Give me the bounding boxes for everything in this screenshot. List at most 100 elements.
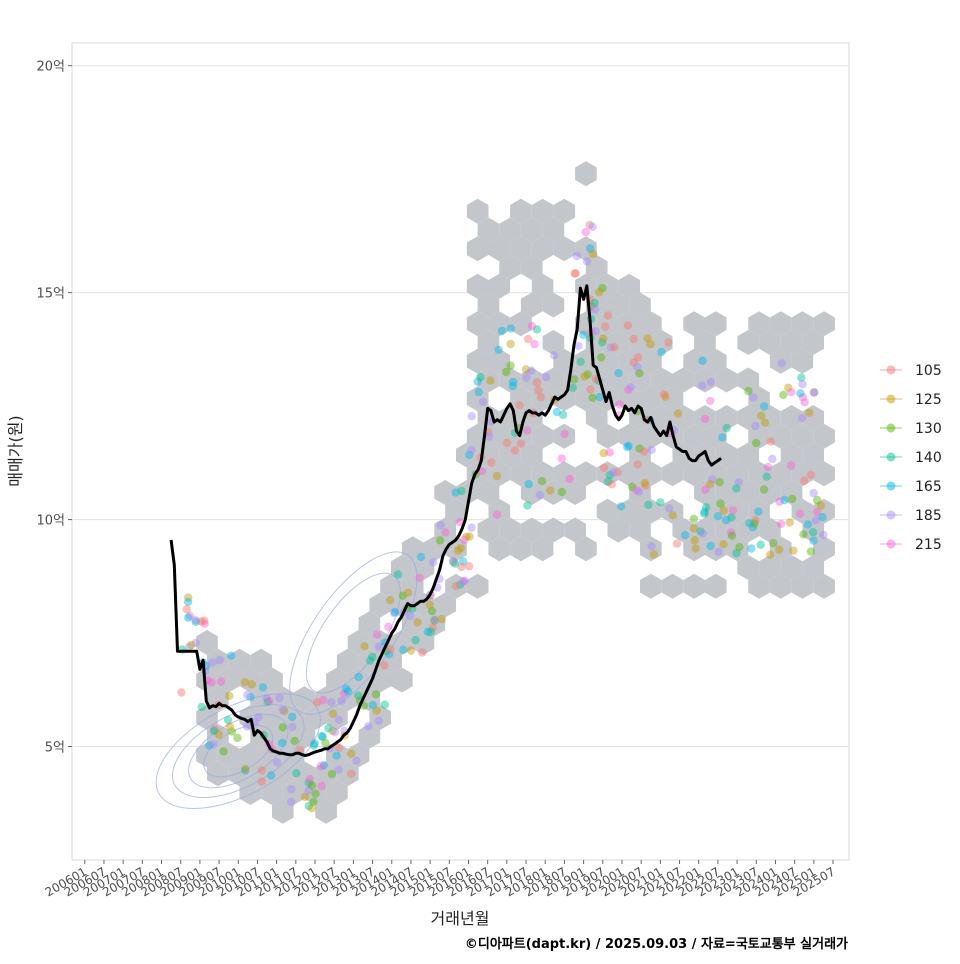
hexbin-tile [553,461,576,487]
scatter-point [640,479,649,488]
scatter-point [552,407,562,417]
scatter-point [200,619,209,628]
scatter-point [462,532,471,542]
hexbin-tile [575,461,597,487]
scatter-point [316,761,325,771]
hexbin-tile [196,630,218,655]
scatter-point [310,739,319,748]
hexbin-tile [596,423,619,449]
hexbin-tile [391,667,413,693]
scatter-point [405,611,415,621]
scatter-point [806,470,816,480]
scatter-point [784,383,793,392]
scatter-point [257,777,266,786]
scatter-point [596,353,606,362]
scatter-point [184,593,193,602]
scatter-point [705,480,715,489]
scatter-point [427,606,437,616]
scatter-point [309,741,319,750]
hexbin-tile [705,498,727,524]
scatter-point [524,480,533,489]
scatter-point [727,513,736,522]
hexbin-tile [640,573,662,599]
scatter-point [796,389,805,398]
hexbin-tile [434,592,456,618]
scatter-point [318,732,327,741]
scatter-point [227,727,237,736]
scatter-point [415,573,424,582]
hexbin-tile [780,330,803,355]
scatter-point [374,716,383,725]
scatter-point [459,557,468,566]
scatter-point [542,373,551,382]
scatter-point [629,358,638,367]
scatter-point [646,340,655,349]
hexbin-tile [499,517,521,543]
legend-item-165: 165 [880,479,942,495]
scatter-point [390,608,399,618]
hexbin-tile [629,292,651,318]
scatter-point [535,490,545,500]
scatter-point [460,576,469,585]
hexbin-tile [250,761,272,787]
hexbin-tile [596,461,619,487]
hexbin-tile [477,292,500,318]
hexbin-tile [683,348,705,374]
scatter-point [570,269,579,278]
scatter-point [582,257,592,266]
scatter-point [380,700,389,709]
scatter-point [806,547,816,556]
hexbin-tile [715,517,738,543]
legend-key-dot [886,452,896,462]
hexbin-tile [217,742,240,768]
scatter-point [633,362,642,372]
hexbin-tile [293,761,316,787]
scatter-point [343,687,353,696]
scatter-point [601,322,610,331]
scatter-point [819,530,828,540]
hexbin-tile [705,461,727,487]
scatter-point [258,683,268,692]
legend-key-dot [886,539,896,549]
scatter-point [437,614,446,624]
hexbin-tile [488,236,511,262]
scatter-point [390,607,400,617]
scatter-point [789,546,798,555]
scatter-point [665,504,674,513]
scatter-point [354,691,363,700]
scatter-point [346,749,356,758]
hexbin-tile [575,386,597,412]
scatter-point [403,588,413,597]
hexbin-tile [802,517,824,543]
scatter-point [754,507,763,516]
scatter-point [624,441,633,451]
scatter-point [501,367,511,377]
scatter-point [706,541,715,551]
scatter-point [287,784,296,794]
scatter-point [497,326,507,336]
scatter-point [372,630,382,639]
hexbin-tile [326,780,348,805]
hexbin-tile [791,423,814,449]
scatter-point [506,339,515,349]
hexbin-tile [640,386,662,412]
hexbin-tile [737,405,760,430]
scatter-point [334,715,343,724]
scatter-point [451,559,460,568]
legend-key-dot [886,394,896,404]
hexbin-tile [661,461,684,487]
hexbin-tile [315,798,337,824]
scatter-point [708,475,717,484]
scatter-point [492,510,502,519]
scatter-point [726,528,736,537]
hexbin-tile [596,311,619,337]
hexbin-tile [705,573,727,599]
hexbin-tile [369,592,391,618]
hexbin-tile [239,705,262,730]
scatter-point [527,366,536,375]
scatter-point [307,781,317,790]
scatter-point [242,722,252,731]
hexbin-tile [640,536,662,562]
hexbin-tile [813,311,835,337]
scatter-point [275,693,284,703]
